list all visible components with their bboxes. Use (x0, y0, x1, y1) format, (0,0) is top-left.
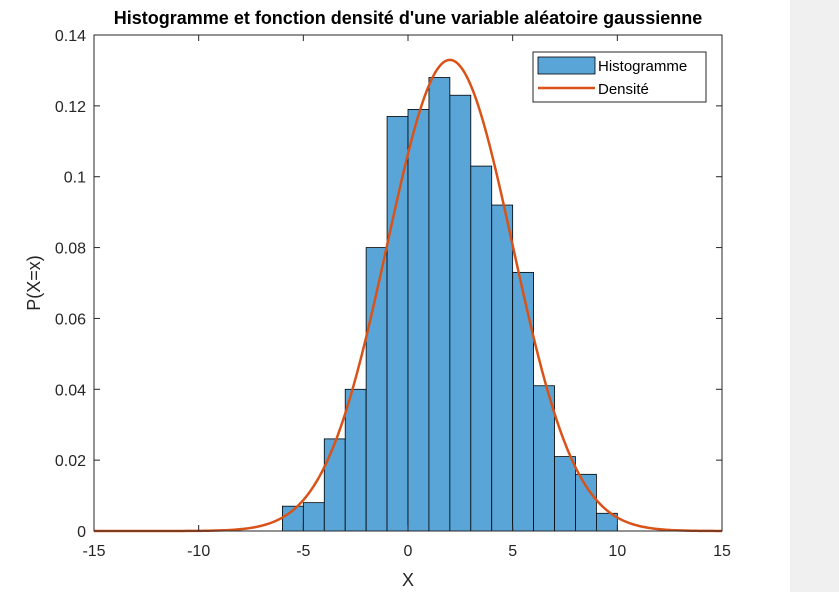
histogram-bar (470, 165, 493, 532)
chart: -15 -10 -5 0 5 10 15 0 0.02 0.04 0.06 0.08 0.1 0.12 0.… (24, 8, 731, 590)
y-tick-label: 0.12 (55, 99, 86, 116)
histogram-bar (554, 456, 576, 532)
y-tick-label: 0.02 (55, 453, 86, 470)
y-axis-title: P(X=x) (24, 255, 44, 311)
x-axis-title: X (402, 570, 414, 590)
y-tick-label: 0.14 (55, 28, 86, 45)
x-tick-label: 5 (508, 543, 517, 560)
histogram-bar (575, 473, 597, 532)
histogram-bar (512, 271, 535, 532)
x-tick-label: -10 (187, 543, 210, 560)
y-tick-label: 0.08 (55, 241, 86, 258)
x-tick-label: -15 (82, 543, 105, 560)
x-tick-label: 15 (713, 543, 731, 560)
figure: -15 -10 -5 0 5 10 15 0 0.02 0.04 0.06 0.08 0.1 0.12 0.… (0, 0, 790, 592)
histogram-bar (302, 502, 325, 532)
histogram-bar (428, 77, 451, 532)
x-tick-label: 0 (404, 543, 413, 560)
legend-label-density: Densité (598, 81, 649, 98)
y-tick-label: 0.1 (64, 170, 86, 187)
y-tick-label: 0.04 (55, 382, 86, 399)
y-tick-label: 0.06 (55, 311, 86, 328)
legend-swatch-histogram (537, 56, 596, 75)
legend-label-histogram: Histogramme (598, 58, 687, 75)
x-tick-label: 10 (608, 543, 626, 560)
histogram-bar (491, 204, 514, 532)
chart-title: Histogramme et fonction densité d'une va… (114, 8, 702, 28)
histogram-bar (323, 438, 346, 532)
x-tick-label: -5 (296, 543, 310, 560)
histogram-bar (344, 388, 367, 532)
histogram-bar (386, 116, 409, 532)
y-tick-label: 0 (77, 524, 86, 541)
legend: Histogramme Densité (532, 51, 707, 103)
histogram-bar (449, 94, 472, 532)
histogram-bar (407, 109, 430, 532)
